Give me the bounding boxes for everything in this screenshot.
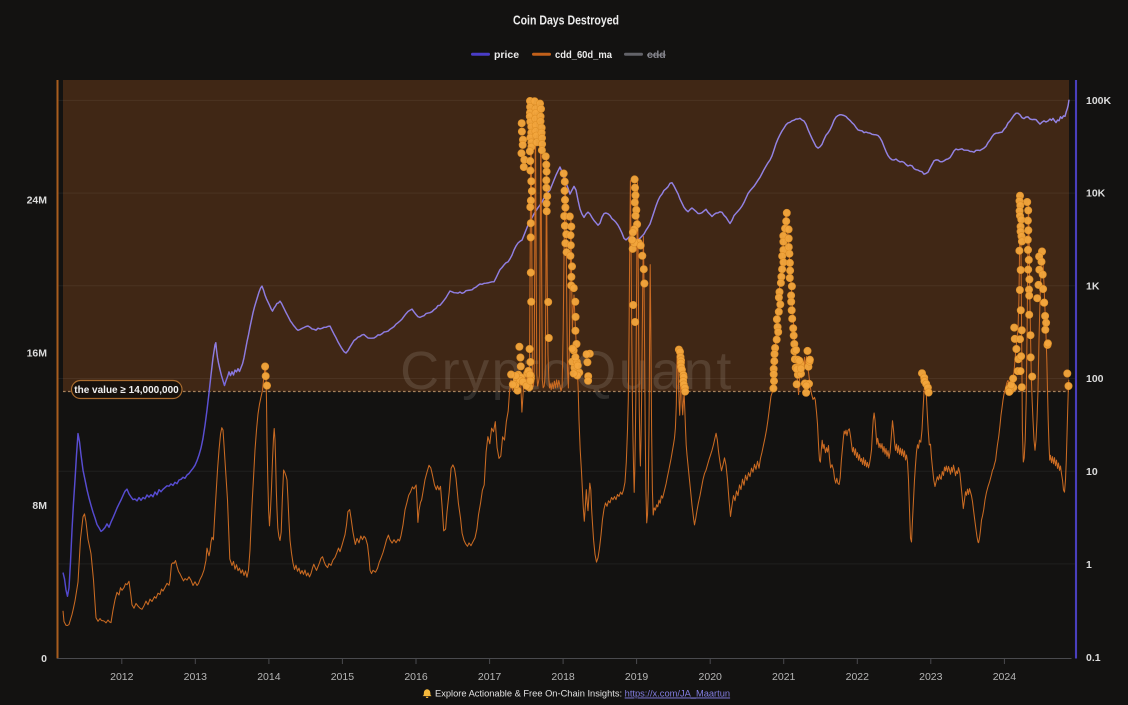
svg-text:16M: 16M: [27, 347, 48, 359]
svg-text:2024: 2024: [993, 671, 1017, 683]
svg-text:2018: 2018: [551, 671, 575, 683]
svg-text:100: 100: [1086, 373, 1104, 385]
svg-text:2022: 2022: [846, 671, 870, 683]
svg-text:8M: 8M: [32, 500, 47, 512]
svg-text:the value ≥ 14,000,000: the value ≥ 14,000,000: [74, 385, 179, 396]
svg-text:10: 10: [1086, 466, 1098, 478]
svg-text:0: 0: [41, 653, 47, 665]
svg-text:2014: 2014: [257, 671, 281, 683]
svg-text:2012: 2012: [110, 671, 134, 683]
svg-text:cdd: cdd: [647, 49, 666, 61]
svg-text:2017: 2017: [478, 671, 502, 683]
svg-text:10K: 10K: [1086, 187, 1106, 199]
svg-text:2019: 2019: [625, 671, 649, 683]
svg-text:2016: 2016: [404, 671, 428, 683]
svg-text:1K: 1K: [1086, 280, 1100, 292]
svg-text:24M: 24M: [27, 195, 48, 207]
svg-text:Coin Days Destroyed: Coin Days Destroyed: [513, 14, 619, 28]
svg-text:2023: 2023: [919, 671, 943, 683]
svg-text:100K: 100K: [1086, 95, 1112, 107]
svg-text:2015: 2015: [331, 671, 355, 683]
svg-text:1: 1: [1086, 559, 1092, 571]
svg-text:2021: 2021: [772, 671, 796, 683]
svg-text:cdd_60d_ma: cdd_60d_ma: [555, 49, 612, 61]
svg-text:2013: 2013: [184, 671, 208, 683]
svg-text:2020: 2020: [699, 671, 723, 683]
svg-text:0.1: 0.1: [1086, 652, 1101, 664]
svg-text:price: price: [494, 49, 519, 61]
svg-text:Explore Actionable & Free On-C: Explore Actionable & Free On-Chain Insig…: [435, 689, 730, 699]
